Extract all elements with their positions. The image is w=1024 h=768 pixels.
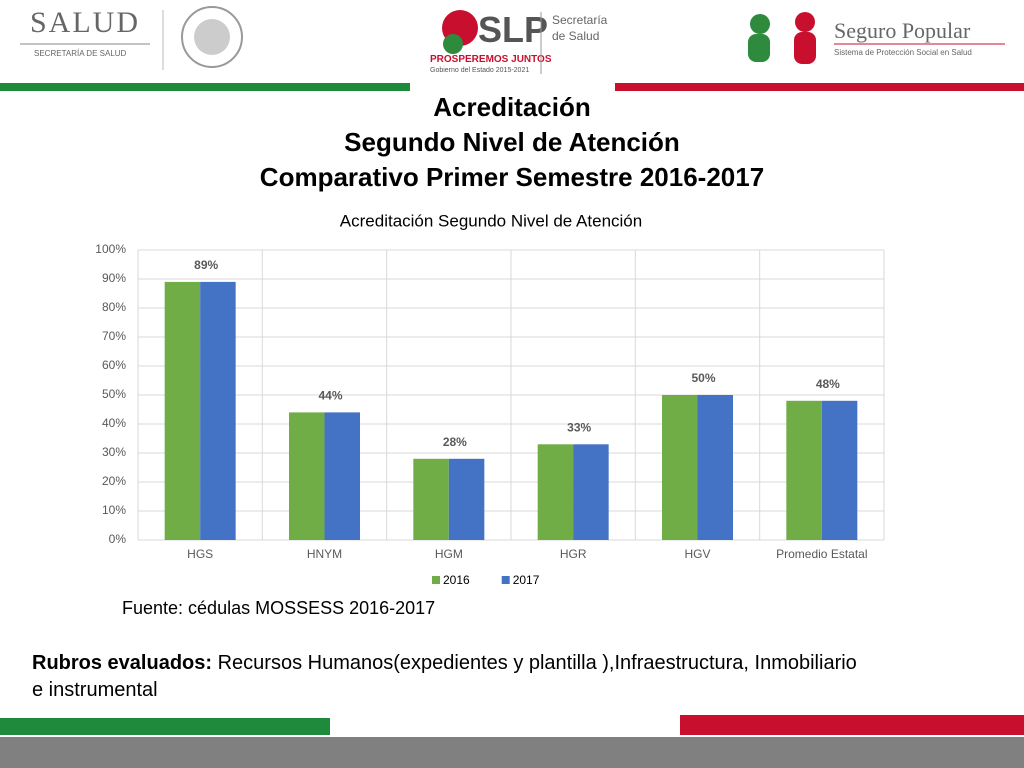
chart-title: Acreditación Segundo Nivel de Atención — [340, 211, 642, 230]
legend-swatch — [501, 576, 510, 584]
slp-dept: Secretaría — [552, 13, 608, 27]
data-label: 50% — [691, 371, 715, 385]
legend-label: 2017 — [513, 573, 540, 587]
bar — [200, 281, 236, 540]
stripe — [615, 83, 1024, 91]
y-tick-label: 100% — [95, 242, 126, 256]
seguro-sub: Sistema de Protección Social en Salud — [834, 48, 972, 57]
stripe — [0, 718, 330, 735]
rubros-label: Rubros evaluados: — [32, 652, 213, 674]
chart: Acreditación Segundo Nivel de Atención 0… — [95, 211, 885, 587]
slp-dept: de Salud — [552, 29, 599, 43]
bar — [821, 400, 858, 540]
x-tick-label: HGS — [187, 547, 213, 561]
data-label: 48% — [816, 377, 840, 391]
title-line: Segundo Nivel de Atención — [344, 127, 680, 157]
y-tick-label: 20% — [102, 474, 126, 488]
bar — [413, 458, 449, 540]
y-tick-label: 80% — [102, 300, 126, 314]
y-tick-label: 40% — [102, 416, 126, 430]
legend-label: 2016 — [443, 573, 470, 587]
slp-logo: SLP — [478, 9, 548, 50]
bar — [573, 444, 609, 540]
bottom-band — [0, 737, 1024, 768]
title-line: Comparativo Primer Semestre 2016-2017 — [259, 162, 765, 192]
title: Acreditación Segundo Nivel de Atención Com… — [0, 90, 1024, 195]
y-tick-label: 0% — [109, 532, 127, 546]
seguro-figure — [750, 14, 770, 34]
x-tick-label: Promedio Estatal — [776, 547, 867, 561]
bar — [164, 281, 201, 540]
y-tick-label: 10% — [102, 503, 126, 517]
salud-logo: SALUD — [30, 6, 140, 39]
y-tick-label: 60% — [102, 358, 126, 372]
x-tick-label: HNYM — [307, 547, 342, 561]
x-tick-label: HGR — [560, 547, 587, 561]
slp-gov: Gobierno del Estado 2015-2021 — [430, 67, 529, 74]
y-tick-label: 30% — [102, 445, 126, 459]
y-tick-label: 50% — [102, 387, 126, 401]
data-label: 33% — [567, 420, 591, 434]
legend-swatch — [432, 576, 440, 584]
bar — [697, 395, 733, 540]
footer — [0, 715, 1024, 768]
x-tick-label: HGV — [684, 547, 710, 561]
seguro-logo: Seguro Popular — [834, 18, 971, 43]
data-label: 89% — [194, 258, 218, 272]
seguro-figure — [795, 12, 815, 32]
bar — [448, 458, 485, 540]
rubros: Rubros evaluados: Recursos Humanos(exped… — [32, 650, 872, 704]
bar — [289, 412, 325, 540]
data-label: 44% — [318, 389, 342, 403]
stripe — [680, 715, 1024, 735]
rubros-text: Recursos Humanos(expedientes y plantilla… — [32, 652, 857, 701]
salud-sub: SECRETARÍA DE SALUD — [34, 49, 127, 58]
source: Fuente: cédulas MOSSESS 2016-2017 — [122, 598, 436, 618]
bar — [786, 400, 822, 540]
stripe — [0, 83, 410, 91]
coat-of-arms — [181, 6, 243, 68]
header: SALUD SECRETARÍA DE SALUD SLP PROSPEREMO… — [0, 6, 1024, 91]
data-label: 28% — [443, 435, 467, 449]
bar — [324, 412, 360, 540]
y-tick-label: 70% — [102, 329, 126, 343]
title-line: Acreditación — [433, 92, 591, 122]
bar — [662, 395, 698, 540]
slp-motto: PROSPEREMOS JUNTOS — [430, 54, 552, 65]
x-tick-label: HGM — [435, 547, 463, 561]
y-tick-label: 90% — [102, 271, 126, 285]
bar — [537, 444, 574, 540]
